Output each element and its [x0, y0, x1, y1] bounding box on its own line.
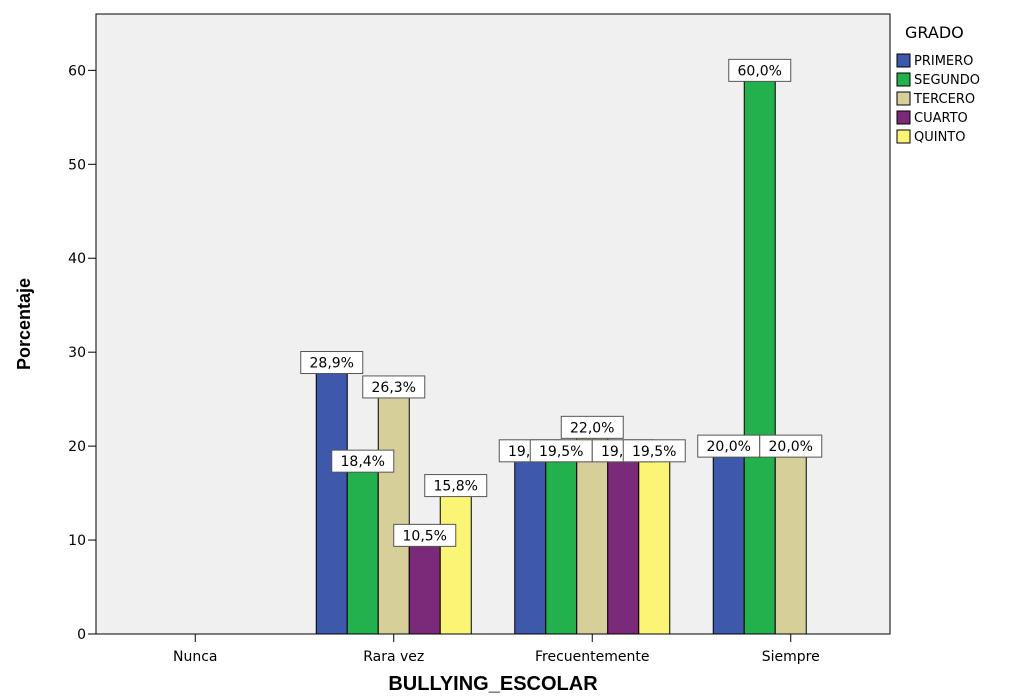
data-label: 19,5%: [622, 439, 686, 463]
data-label: 19,5%: [529, 439, 593, 463]
legend-swatch-cuarto: [896, 110, 911, 125]
x-tick-label: Nunca: [173, 649, 218, 665]
x-tick-label: Rara vez: [363, 649, 424, 665]
legend-label-quinto: QUINTO: [914, 130, 965, 145]
data-labels: 28,9% 18,4% 26,3% 10,5% 15,8% 19,5% 19,5% 22,0%…: [300, 58, 823, 547]
bar-primero-1: [315, 362, 348, 635]
data-label-text: 20,0%: [707, 439, 751, 455]
legend-label-cuarto: CUARTO: [914, 111, 968, 126]
y-axis: 0 10 20 30 40 50 60: [68, 63, 96, 643]
bar-segundo-3: [743, 69, 776, 635]
bar-quinto-2: [638, 450, 671, 635]
y-tick-label: 10: [68, 533, 86, 549]
y-tick-label: 40: [68, 251, 86, 267]
data-label-box: [424, 474, 488, 498]
legend-title: GRADO: [905, 23, 964, 42]
data-label-box: [759, 434, 823, 458]
data-label: 20,0%: [697, 434, 761, 458]
bar-segundo-1: [346, 460, 379, 635]
data-label: 28,9%: [300, 351, 364, 375]
data-label-box: [362, 375, 426, 399]
legend-label-tercero: TERCERO: [913, 92, 975, 107]
data-label-box: [300, 351, 364, 375]
y-tick-label: 0: [77, 627, 86, 643]
bar-cuarto-2: [607, 450, 640, 635]
y-tick-label: 20: [68, 439, 86, 455]
data-label-text: 22,0%: [570, 420, 614, 436]
x-axis-title: BULLYING_ESCOLAR: [388, 673, 598, 695]
data-label-text: 60,0%: [738, 63, 782, 79]
data-label: 20,0%: [759, 434, 823, 458]
legend-label-segundo: SEGUNDO: [914, 73, 980, 88]
x-tick-label: Siempre: [762, 649, 820, 665]
y-axis-title: Porcentaje: [14, 278, 34, 370]
data-label: 60,0%: [728, 58, 792, 82]
data-label-box: [393, 523, 457, 547]
data-label-text: 20,0%: [769, 439, 813, 455]
data-label: 10,5%: [393, 523, 457, 547]
data-label: 22,0%: [560, 415, 624, 439]
legend: GRADO PRIMERO SEGUNDO TERCERO CUARTO QUINTO: [896, 23, 980, 145]
data-label-box: [728, 58, 792, 82]
data-label-text: 19,5%: [632, 444, 676, 460]
y-tick-label: 50: [68, 157, 86, 173]
x-axis: Nunca Rara vez Frecuentemente Siempre: [173, 634, 820, 665]
data-label-text: 18,4%: [341, 454, 385, 470]
bar-cuarto-1: [408, 534, 441, 635]
y-tick-label: 30: [68, 345, 86, 361]
data-label-box: [331, 449, 395, 473]
legend-swatch-tercero: [896, 91, 911, 106]
legend-swatch-segundo: [896, 72, 911, 87]
data-label-text: 15,8%: [434, 479, 478, 495]
y-tick-label: 60: [68, 63, 86, 79]
bar-tercero-1: [377, 386, 410, 635]
bar-primero-2: [514, 450, 547, 635]
data-label-text: 10,5%: [403, 528, 447, 544]
data-label: 26,3%: [362, 375, 426, 399]
legend-label-primero: PRIMERO: [914, 54, 973, 69]
data-label: 15,8%: [424, 474, 488, 498]
legend-swatch-primero: [896, 53, 911, 68]
data-label-box: [560, 415, 624, 439]
bar-tercero-3: [774, 445, 807, 635]
bar-quinto-1: [439, 485, 472, 635]
data-label-box: [622, 439, 686, 463]
bar-segundo-2: [545, 450, 578, 635]
data-label-text: 26,3%: [372, 380, 416, 396]
data-label-text: 19,5%: [539, 444, 583, 460]
x-tick-label: Frecuentemente: [535, 649, 649, 665]
bar-primero-3: [712, 445, 745, 635]
data-label-text: 28,9%: [310, 356, 354, 372]
legend-swatch-quinto: [896, 129, 911, 144]
data-label: 18,4%: [331, 449, 395, 473]
